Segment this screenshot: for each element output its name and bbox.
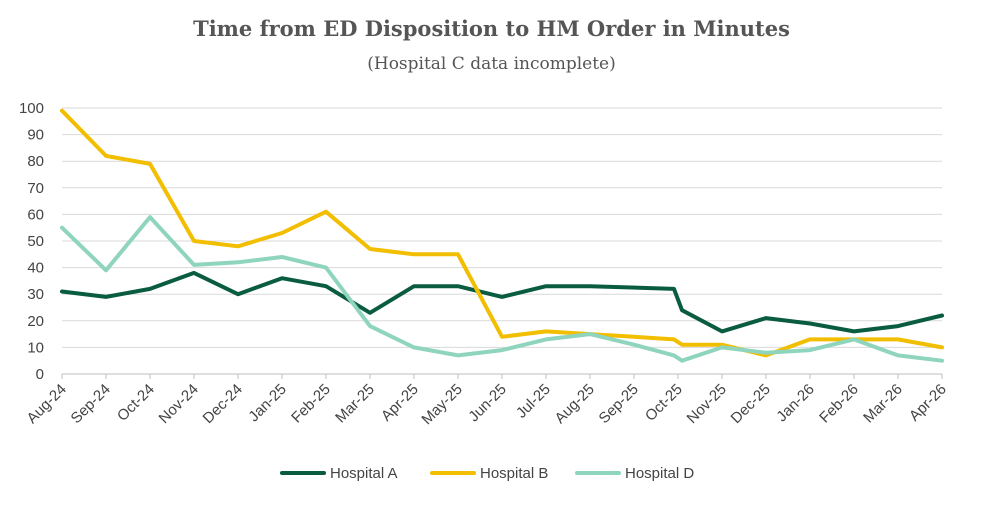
x-tick-label: Sep-24 xyxy=(68,381,114,427)
series-lines xyxy=(60,108,944,363)
x-tick-label: Aug-24 xyxy=(24,381,70,427)
x-tick-label: May-25 xyxy=(418,381,465,428)
series-line-hospital-b xyxy=(60,108,944,358)
x-tick-label: Mar-26 xyxy=(860,381,906,427)
y-tick-label: 60 xyxy=(27,206,44,223)
x-tick-label: Feb-26 xyxy=(816,381,862,427)
x-tick-label: Jun-25 xyxy=(465,381,509,425)
x-tick-label: Apr-26 xyxy=(906,381,950,425)
y-tick-label: 70 xyxy=(27,180,44,197)
x-tick-label: Mar-25 xyxy=(332,381,378,427)
legend-label: Hospital A xyxy=(330,465,398,482)
x-tick-label: Apr-25 xyxy=(378,381,422,425)
x-tick-label: Jan-26 xyxy=(773,381,817,425)
series-line-hospital-a xyxy=(60,270,944,334)
x-tick-label: Oct-25 xyxy=(642,381,686,425)
y-tick-label: 10 xyxy=(27,339,44,356)
legend: Hospital A Hospital B Hospital D xyxy=(280,465,694,482)
y-tick-label: 0 xyxy=(36,366,44,383)
chart-subtitle: (Hospital C data incomplete) xyxy=(367,54,616,74)
x-tick-label: Sep-25 xyxy=(596,381,642,427)
y-tick-label: 50 xyxy=(27,233,44,250)
x-tick-label: Jan-25 xyxy=(245,381,289,425)
y-tick-label: 40 xyxy=(27,260,44,277)
chart-title: Time from ED Disposition to HM Order in … xyxy=(193,16,790,41)
series-line-hospital-d xyxy=(60,215,944,363)
y-tick-label: 30 xyxy=(27,286,44,303)
legend-label: Hospital D xyxy=(625,465,694,482)
y-tick-label: 100 xyxy=(19,100,44,117)
x-tick-label: Dec-25 xyxy=(728,381,774,427)
x-tick-label: Nov-25 xyxy=(684,381,730,427)
x-tick-label: Dec-24 xyxy=(200,381,246,427)
y-tick-label: 20 xyxy=(27,313,44,330)
legend-label: Hospital B xyxy=(480,465,548,482)
x-tick-label: Aug-25 xyxy=(552,381,598,427)
y-tick-label: 90 xyxy=(27,127,44,144)
y-tick-label: 80 xyxy=(27,153,44,170)
x-tick-label: Feb-25 xyxy=(288,381,334,427)
x-tick-label: Nov-24 xyxy=(156,381,202,427)
x-tick-label: Oct-24 xyxy=(114,381,158,425)
x-tick-label: Jul-25 xyxy=(513,381,554,422)
gridlines xyxy=(62,107,942,348)
